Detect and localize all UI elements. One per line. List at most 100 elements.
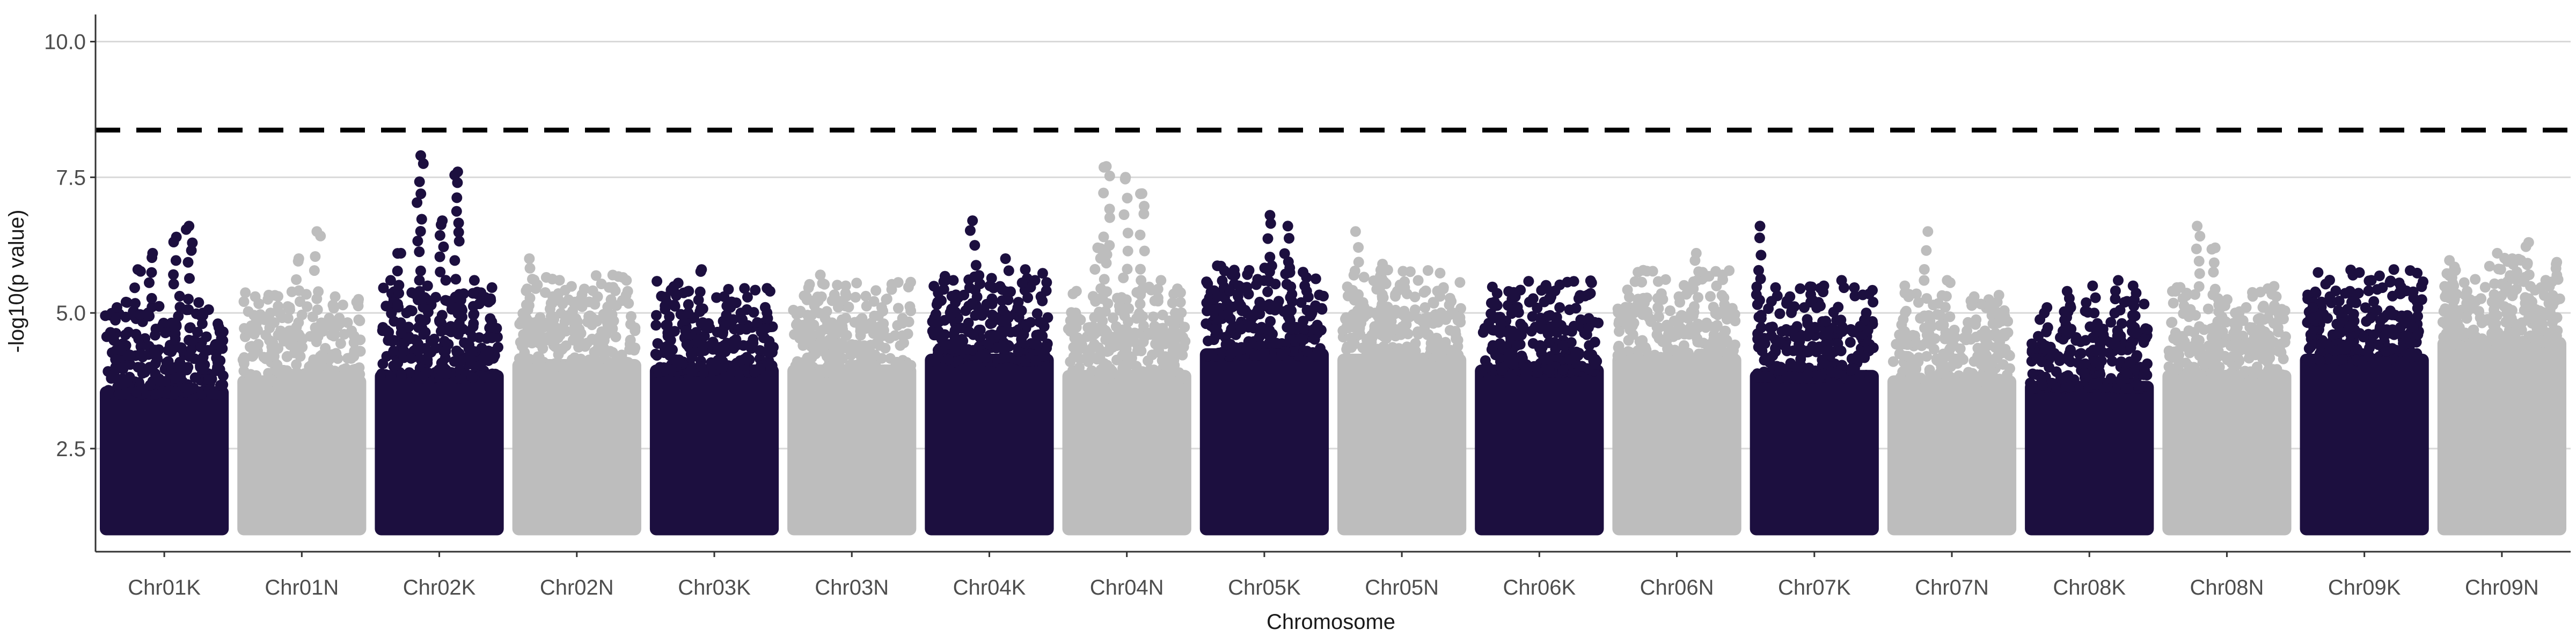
snp-point [610, 331, 621, 342]
snp-point [1570, 303, 1582, 314]
snp-point [1302, 291, 1314, 303]
snp-point [1202, 278, 1213, 289]
snp-point [527, 274, 538, 285]
snp-point [1287, 346, 1299, 357]
snp-point [1492, 312, 1504, 323]
snp-point [991, 342, 1002, 354]
peak-point [395, 247, 406, 259]
snp-point [165, 345, 177, 356]
snp-point [1487, 325, 1498, 335]
snp-point [881, 294, 892, 304]
peak-point [2523, 237, 2534, 248]
snp-point [197, 352, 209, 363]
snp-point [173, 311, 184, 322]
snp-point [1352, 356, 1363, 367]
snp-point [943, 354, 954, 365]
snp-point [1931, 355, 1942, 365]
snp-point [2488, 313, 2499, 324]
snp-point [687, 365, 698, 376]
snp-point [874, 321, 885, 332]
snp-point [2090, 356, 2101, 368]
snp-point [1177, 372, 1188, 384]
snp-point [1626, 352, 1637, 363]
snp-point [2037, 379, 2048, 391]
snp-point [619, 356, 631, 367]
snp-point [814, 328, 825, 340]
peak-point [1392, 286, 1403, 297]
snp-point [1562, 276, 1573, 288]
snp-point [733, 324, 744, 335]
snp-point [856, 353, 867, 363]
snp-point [1136, 345, 1147, 356]
snp-point [2264, 353, 2275, 364]
peak-point [1899, 280, 1911, 291]
snp-point [1104, 240, 1115, 251]
x-tick-label-Chr05N: Chr05N [1365, 576, 1439, 599]
peak-point [111, 302, 122, 313]
snp-point [986, 293, 998, 304]
snp-point [1135, 229, 1146, 240]
snp-point [201, 331, 212, 342]
snp-point [353, 314, 364, 325]
snp-point [438, 241, 449, 252]
peak-point [147, 247, 158, 259]
snp-point [329, 377, 340, 389]
x-tick-label-Chr01K: Chr01K [128, 576, 201, 599]
snp-point [804, 279, 815, 290]
snp-point [2400, 330, 2411, 341]
snp-point [2127, 326, 2138, 337]
x-tick-label-Chr08K: Chr08K [2053, 576, 2126, 599]
snp-point [1262, 233, 1274, 244]
snp-point [1981, 340, 1993, 351]
snp-point [1117, 293, 1128, 304]
point-band-Chr04N [1062, 370, 1191, 536]
snp-point [1417, 352, 1429, 363]
peak-point [2344, 286, 2355, 297]
snp-point [1072, 332, 1084, 343]
snp-point [2405, 348, 2416, 359]
snp-point [558, 325, 569, 335]
snp-point [1146, 284, 1157, 296]
snp-point [845, 360, 855, 371]
chromosome-Chr01N [237, 226, 367, 536]
snp-point [2142, 324, 2153, 335]
snp-point [110, 314, 121, 326]
snp-point [2081, 297, 2092, 308]
snp-point [1527, 311, 1538, 322]
snp-point [1557, 340, 1568, 351]
snp-point [1082, 348, 1094, 360]
snp-point [2489, 304, 2500, 315]
snp-point [738, 340, 749, 351]
snp-point [261, 378, 272, 389]
snp-point [2212, 316, 2223, 327]
snp-point [2194, 345, 2206, 356]
snp-point [547, 274, 558, 284]
snp-point [1590, 358, 1601, 370]
snp-point [2116, 356, 2127, 368]
snp-point [682, 340, 693, 351]
snp-point [1660, 274, 1671, 285]
snp-point [2519, 305, 2530, 316]
snp-point [1131, 361, 1142, 372]
snp-point [579, 283, 590, 295]
snp-point [309, 265, 320, 276]
snp-point [2105, 317, 2117, 328]
snp-point [1135, 264, 1146, 275]
snp-point [1833, 302, 1844, 313]
snp-point [1089, 328, 1100, 340]
x-tick-label-Chr01N: Chr01N [265, 576, 339, 599]
peak-point [1799, 302, 1810, 313]
snp-point [1377, 289, 1388, 300]
snp-point [1972, 351, 1983, 362]
peak-point [1419, 302, 1431, 313]
snp-point [1479, 323, 1490, 334]
peak-point [1489, 296, 1500, 308]
snp-point [1507, 358, 1519, 370]
snp-point [2131, 380, 2142, 391]
x-tick-label-Chr07K: Chr07K [1778, 576, 1851, 599]
snp-point [1419, 313, 1430, 324]
snp-point [1123, 303, 1135, 314]
snp-point [1249, 350, 1260, 361]
snp-point [2252, 345, 2263, 356]
snp-point [2095, 338, 2106, 349]
